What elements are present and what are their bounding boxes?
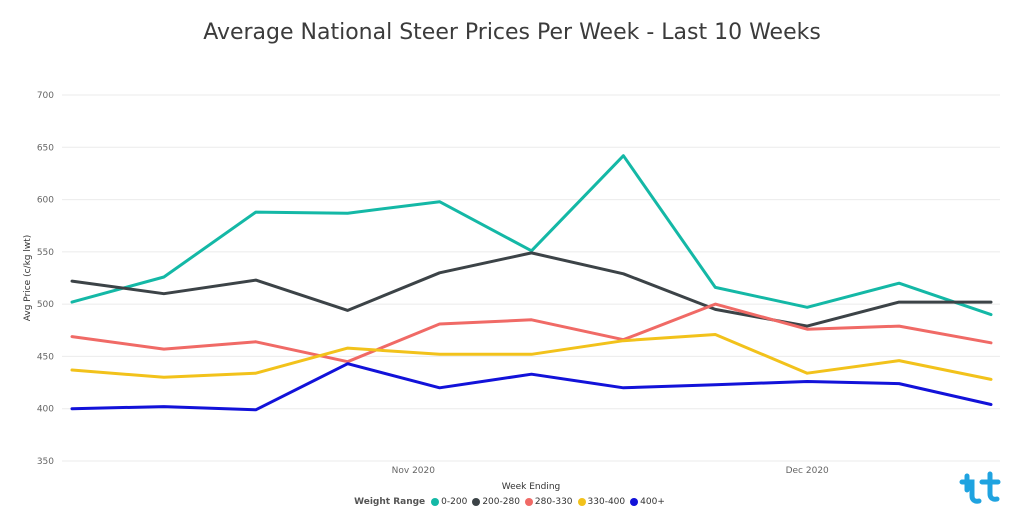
y-axis-title: Avg Price (c/kg lwt): [23, 235, 33, 322]
x-tick-label: Dec 2020: [786, 466, 829, 476]
legend-swatch-icon: [472, 498, 481, 506]
x-axis-title: Week Ending: [502, 482, 561, 492]
tick-logo-icon: [959, 471, 1001, 504]
y-tick-label: 650: [37, 143, 54, 153]
y-tick-label: 700: [37, 91, 54, 101]
legend-item[interactable]: 330-400: [577, 497, 626, 507]
x-axis: Nov 2020 Dec 2020: [392, 466, 829, 476]
legend-title: Weight Range: [354, 497, 426, 507]
x-tick-label: Nov 2020: [392, 466, 436, 476]
legend-swatch-icon: [524, 498, 533, 506]
legend-item[interactable]: 400+: [630, 497, 665, 507]
legend-label: 330-400: [587, 497, 626, 507]
legend: Weight Range 0-200 200-280 280-330 330-400 4…: [0, 497, 1024, 507]
legend-swatch-icon: [577, 498, 586, 506]
legend-label: 280-330: [534, 497, 573, 507]
legend-items: 0-200 200-280 280-330 330-400 400+: [431, 497, 670, 507]
y-tick-label: 350: [37, 457, 54, 467]
legend-swatch-icon: [630, 498, 639, 506]
series-line-0-200: [70, 154, 993, 317]
series-lines: [70, 154, 993, 412]
legend-item[interactable]: 0-200: [431, 497, 467, 507]
chart-title: Average National Steer Prices Per Week -…: [203, 20, 821, 45]
y-tick-label: 450: [37, 352, 54, 362]
y-tick-label: 550: [37, 248, 54, 258]
legend-label: 0-200: [441, 497, 468, 507]
legend-item[interactable]: 280-330: [524, 497, 573, 507]
y-tick-label: 400: [37, 405, 54, 415]
legend-item[interactable]: 200-280: [472, 497, 520, 507]
y-tick-label: 500: [37, 300, 54, 310]
y-axis: 700 650 600 550 500 450 400 350: [37, 91, 54, 467]
legend-swatch-icon: [431, 498, 440, 506]
series-line-400+: [70, 362, 993, 412]
legend-label: 400+: [640, 497, 665, 507]
grid: [62, 94, 1000, 462]
series-line-200-280: [70, 251, 993, 328]
series-line-280-330: [70, 302, 993, 364]
y-tick-label: 600: [37, 196, 54, 206]
series-line-330-400: [70, 333, 993, 381]
legend-label: 200-280: [482, 497, 520, 507]
